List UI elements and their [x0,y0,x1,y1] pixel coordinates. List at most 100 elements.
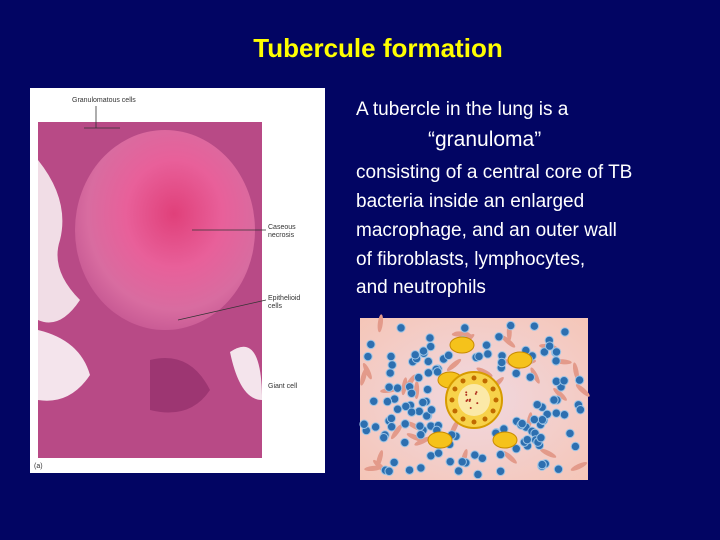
bacterium [469,406,472,409]
caseous-core [458,384,490,416]
lymphocyte [363,351,373,362]
lymphocyte [539,347,550,357]
alveolar-space [230,346,262,400]
lymphocyte [400,437,410,448]
fibroblast [377,314,384,333]
lymphocyte [443,350,454,361]
epithelioid-cell [427,431,453,449]
fibroblast [572,362,579,381]
bacterium [475,391,478,394]
nucleus [460,416,466,422]
lymphocyte [410,350,420,360]
alveolar-space [38,330,90,401]
lymphocyte [423,368,434,378]
bacterium [465,393,468,396]
fibroblast [530,367,540,384]
lymphocyte [386,351,396,362]
lymphocyte [522,434,532,445]
lymphocyte [416,463,426,473]
lymphocyte [473,469,483,480]
lymphocyte [404,465,415,475]
lymphocyte [414,406,424,417]
lymphocyte [433,448,444,458]
fibroblast [446,358,462,371]
lymphocyte [560,327,570,337]
lymphocyte [511,444,521,454]
alveolar-space [38,160,80,323]
lymphocyte [370,422,381,432]
fibroblast [360,368,367,386]
lymphocyte [483,349,493,359]
lymphocyte [426,451,436,461]
lymphocyte [426,405,437,415]
fibroblast [575,384,590,397]
fibroblast [501,335,516,348]
lymphocyte [385,368,395,378]
nucleus [490,386,496,392]
fibroblast [476,367,493,377]
lymphocyte [418,397,428,408]
nucleus [460,378,466,384]
epithelioid-cell [449,336,475,354]
lymphocyte [517,418,527,429]
bacterium [465,391,468,394]
lymphocyte [401,401,411,412]
bacterium [474,392,477,395]
lymphocyte [359,419,369,429]
lymphocyte [574,375,585,385]
lymphocyte [551,408,562,418]
lymphocyte [445,456,455,467]
lymphocyte [389,457,399,468]
body-line: A tubercle in the lung is a [356,99,569,120]
fibroblast [390,424,403,440]
figure-label: Caseous [268,224,296,231]
lymphocyte [553,464,564,474]
body-line: bacteria inside an enlarged [356,191,584,212]
epithelioid-cell [507,351,533,369]
nucleus [452,386,458,392]
lymphocyte [457,457,467,467]
nucleus [449,397,455,403]
fibroblast [362,362,372,380]
figure-label: necrosis [268,232,295,239]
pointer [177,299,267,321]
lymphocyte [495,466,506,476]
lymphocyte [392,383,403,393]
lymphocyte [418,346,429,356]
lymphocyte [544,341,555,351]
figure-label: Epithelioid [268,295,300,302]
lymphocyte [506,320,516,331]
lymphocyte [366,339,376,350]
lymphocyte [406,388,417,398]
dense-tissue [150,358,210,413]
body-line: “granuloma” [428,128,541,151]
lymphocyte [423,356,434,367]
lymphocyte [432,367,443,377]
epithelioid-cell [492,431,518,449]
lymphocyte [559,376,569,386]
nucleus [471,419,477,425]
histology-figure: Granulomatous cells Caseous necrosis Epi… [30,88,325,473]
lymphocyte [537,459,547,470]
lymphocyte [511,368,521,379]
lymphocyte [416,430,426,440]
lymphocyte [565,428,575,439]
body-line: and neutrophils [356,277,486,298]
lymphocyte [425,341,436,352]
lymphocyte [396,323,406,333]
lymphocyte [529,414,540,425]
lymphocyte [384,466,394,476]
nucleus [482,416,488,422]
nucleus [482,378,488,384]
fibroblast [451,331,470,337]
figure-label: Giant cell [268,383,298,390]
bacterium [469,398,472,401]
nucleus [493,397,499,403]
lymphocyte [422,384,433,395]
fibroblast [406,433,424,442]
lymphocyte [551,347,562,357]
granuloma-diagram [359,314,590,480]
lymphocyte [413,372,424,383]
fibroblast [401,377,408,396]
